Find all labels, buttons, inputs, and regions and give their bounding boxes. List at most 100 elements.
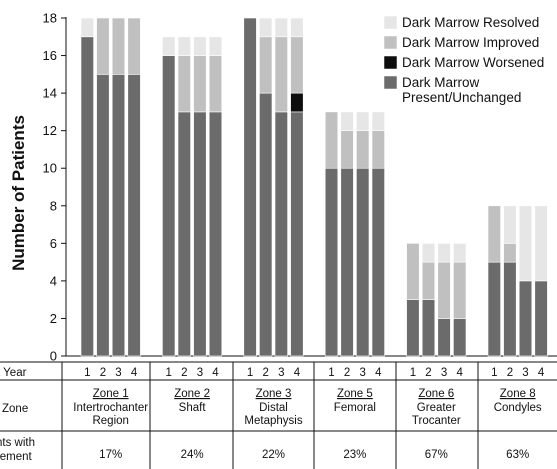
bar-segment-present-unchanged	[193, 111, 207, 357]
bar-segment-resolved	[208, 36, 223, 56]
zone-name: Zone 2	[174, 388, 210, 400]
y-tick-label: 8	[50, 198, 57, 213]
year-label: 1	[84, 367, 90, 379]
year-label: 2	[425, 367, 431, 379]
bar-segment-present-unchanged	[208, 111, 223, 357]
bar-segment-resolved	[534, 205, 548, 282]
zone-improvement-percent: 63%	[506, 449, 529, 461]
bar-segment-resolved	[259, 17, 273, 38]
bar-segment-improved	[340, 130, 354, 169]
year-label: 2	[507, 367, 513, 379]
legend-item-present-unchanged: Dark Marrow Present/Unchanged	[402, 75, 521, 105]
bar-segment-present-unchanged	[162, 55, 176, 357]
bar-segment-resolved	[193, 36, 207, 56]
bar-segment-improved	[274, 36, 288, 113]
zone-name: Zone 1	[93, 388, 129, 400]
bar-segment-present-unchanged	[371, 167, 385, 357]
legend-item-resolved-swatch	[383, 15, 398, 30]
y-tick-label: 16	[43, 48, 57, 63]
zone-description: Intertrochanter	[73, 402, 148, 414]
legend-item-improved-swatch	[383, 35, 398, 50]
y-axis-title: Number of Patients	[9, 115, 28, 271]
zone-description: Trocanter	[412, 415, 461, 427]
y-tick-label: 12	[43, 123, 57, 138]
bar-segment-present-unchanged	[111, 74, 126, 357]
year-label: 3	[441, 367, 447, 379]
year-label: 3	[522, 367, 528, 379]
bar-segment-present-unchanged	[421, 299, 436, 357]
bar-segment-resolved	[340, 111, 354, 131]
bar-segment-present-unchanged	[127, 74, 141, 357]
bar-segment-resolved	[437, 243, 451, 263]
bar-segment-resolved	[80, 17, 94, 38]
bar-segment-resolved	[518, 205, 533, 282]
bar-segment-worsened	[290, 92, 304, 113]
bar-segment-improved	[324, 111, 339, 169]
bar-segment-present-unchanged	[96, 74, 110, 357]
legend-item-worsened: Dark Marrow Worsened	[402, 55, 544, 70]
row-label-patients: nts with	[0, 437, 35, 449]
row-label-year: t Year	[0, 367, 27, 379]
bar-segment-improved	[290, 36, 304, 94]
y-tick-label: 2	[50, 311, 57, 326]
zone-name: Zone 6	[418, 388, 454, 400]
year-label: 2	[344, 367, 350, 379]
bar-segment-present-unchanged	[518, 280, 533, 357]
bar-segment-improved	[406, 243, 420, 300]
zone-description: Shaft	[179, 402, 207, 414]
year-label: 1	[491, 367, 497, 379]
y-tick-label: 10	[43, 161, 57, 176]
zone-improvement-percent: 23%	[343, 449, 366, 461]
zone-name: Zone 3	[256, 388, 292, 400]
bar-segment-improved	[487, 205, 501, 263]
y-tick-label: 18	[43, 11, 57, 26]
zone-description: Distal	[259, 402, 288, 414]
bar-segment-present-unchanged	[80, 36, 94, 357]
year-label: 1	[410, 367, 416, 379]
zone-improvement-percent: 17%	[99, 449, 122, 461]
bar-segment-improved	[193, 55, 207, 113]
bar-segment-improved	[356, 130, 370, 169]
bar-segment-improved	[437, 261, 451, 319]
bar-segment-resolved	[162, 36, 176, 56]
year-label: 3	[359, 367, 365, 379]
bar-segment-resolved	[274, 17, 288, 38]
y-tick-label: 14	[43, 86, 57, 101]
year-label: 2	[181, 367, 187, 379]
y-tick-label: 6	[50, 236, 57, 251]
bar-segment-improved	[259, 36, 273, 94]
y-tick-label: 4	[50, 273, 57, 288]
bar-segment-improved	[421, 261, 436, 300]
zone-description: Greater	[417, 402, 456, 414]
year-label: 3	[197, 367, 203, 379]
legend-item-worsened-swatch	[383, 55, 398, 70]
bar-segment-present-unchanged	[487, 261, 501, 357]
year-label: 4	[131, 367, 138, 379]
bar-segment-present-unchanged	[243, 17, 257, 357]
zone-description: Femoral	[334, 402, 376, 414]
zone-name: Zone 8	[500, 388, 536, 400]
year-label: 3	[278, 367, 284, 379]
bar-segment-resolved	[421, 243, 436, 263]
bar-segment-resolved	[177, 36, 191, 56]
bar-segment-present-unchanged	[324, 167, 339, 357]
year-label: 4	[294, 367, 301, 379]
legend-item-resolved: Dark Marrow Resolved	[402, 15, 539, 30]
year-label: 1	[165, 367, 171, 379]
bar-segment-improved	[127, 17, 141, 75]
bar-segment-resolved	[371, 111, 385, 131]
legend-item-present-unchanged-swatch	[383, 75, 398, 90]
year-label: 4	[375, 367, 382, 379]
bar-segment-present-unchanged	[177, 111, 191, 357]
zone-description: Region	[92, 415, 128, 427]
year-label: 4	[456, 367, 463, 379]
bar-segment-improved	[371, 130, 385, 169]
zone-improvement-percent: 24%	[181, 449, 204, 461]
bar-segment-present-unchanged	[437, 318, 451, 357]
zone-name: Zone 5	[337, 388, 373, 400]
bar-segment-present-unchanged	[290, 111, 304, 357]
bar-segment-present-unchanged	[340, 167, 354, 357]
year-label: 4	[538, 367, 545, 379]
y-tick-label: 0	[50, 349, 57, 364]
